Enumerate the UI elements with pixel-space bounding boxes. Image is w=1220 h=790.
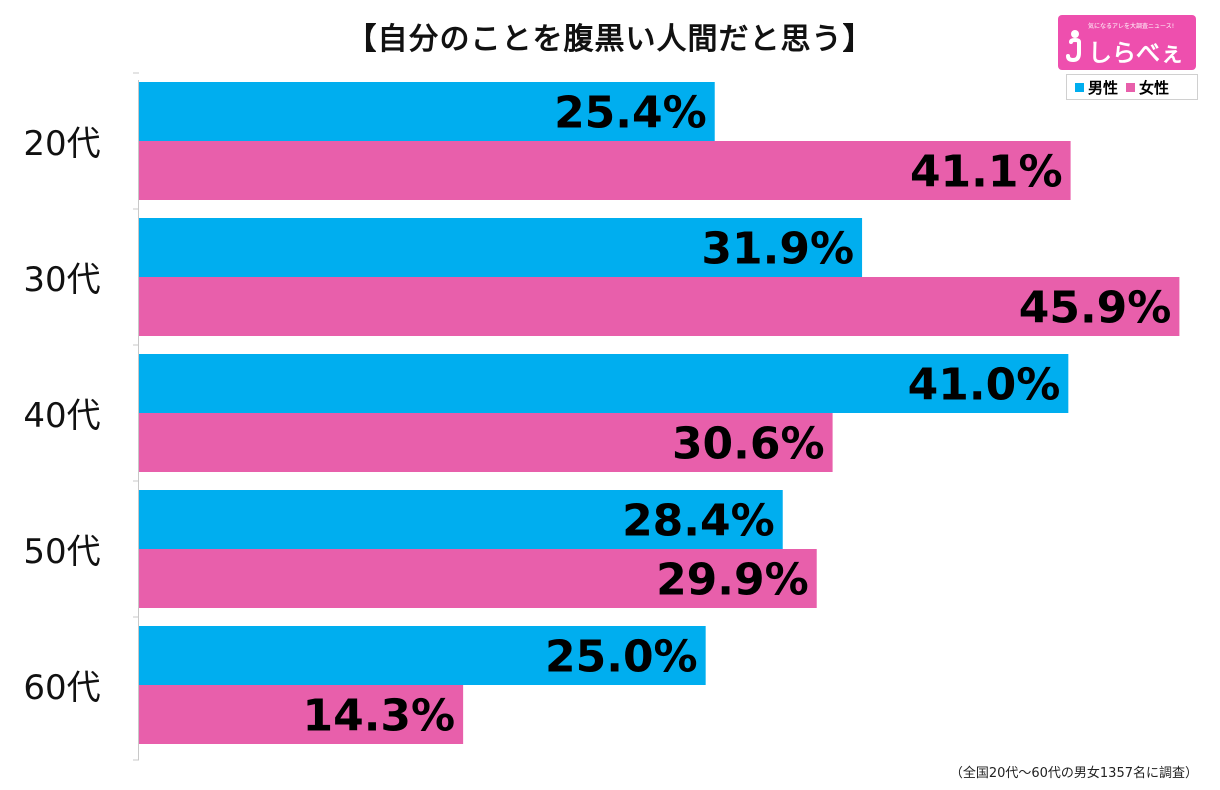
- data-label: 31.9%: [701, 224, 854, 275]
- legend-label-female: 女性: [1139, 78, 1170, 97]
- bar-male: [139, 82, 715, 141]
- legend-swatch-female: [1126, 82, 1136, 92]
- bar-female: [139, 277, 1180, 336]
- data-label: 29.9%: [656, 555, 809, 606]
- chart-title: 【自分のことを腹黒い人間だと思う】: [346, 22, 874, 57]
- legend-swatch-male: [1075, 82, 1084, 92]
- logo-mark-icon: [1066, 30, 1081, 63]
- bar-male: [139, 626, 706, 685]
- legend-item-female: 女性: [1126, 77, 1169, 98]
- data-label: 25.0%: [545, 632, 698, 683]
- bar-female: [139, 549, 817, 608]
- data-label: 25.4%: [554, 88, 707, 139]
- logo-brand-text: しらべぇ: [1088, 39, 1184, 67]
- bar-female: [139, 141, 1071, 200]
- legend-label-male: 男性: [1088, 78, 1119, 97]
- data-label: 28.4%: [622, 496, 775, 547]
- legend: 男性 女性: [1066, 74, 1198, 100]
- data-label: 30.6%: [672, 419, 825, 470]
- data-label: 14.3%: [302, 691, 455, 742]
- data-label: 41.0%: [908, 360, 1061, 411]
- survey-footnote: （全国20代～60代の男女1357名に調査）: [949, 766, 1198, 781]
- category-label: 60代: [23, 668, 100, 708]
- bar-female: [139, 413, 833, 472]
- category-label: 40代: [23, 396, 100, 436]
- category-label: 30代: [23, 260, 100, 300]
- bar-male: [139, 490, 783, 549]
- category-label: 20代: [23, 124, 100, 164]
- bar-male: [139, 354, 1069, 413]
- category-label: 50代: [23, 532, 100, 572]
- data-label: 41.1%: [910, 147, 1063, 198]
- bar-female: [139, 685, 464, 744]
- bar-male: [139, 218, 863, 277]
- legend-item-male: 男性: [1075, 77, 1118, 98]
- shirabee-logo: 気になるアレを大調査ニュース! しらべぇ: [1058, 15, 1196, 70]
- logo-tagline: 気になるアレを大調査ニュース!: [1088, 23, 1175, 30]
- data-label: 45.9%: [1019, 283, 1172, 334]
